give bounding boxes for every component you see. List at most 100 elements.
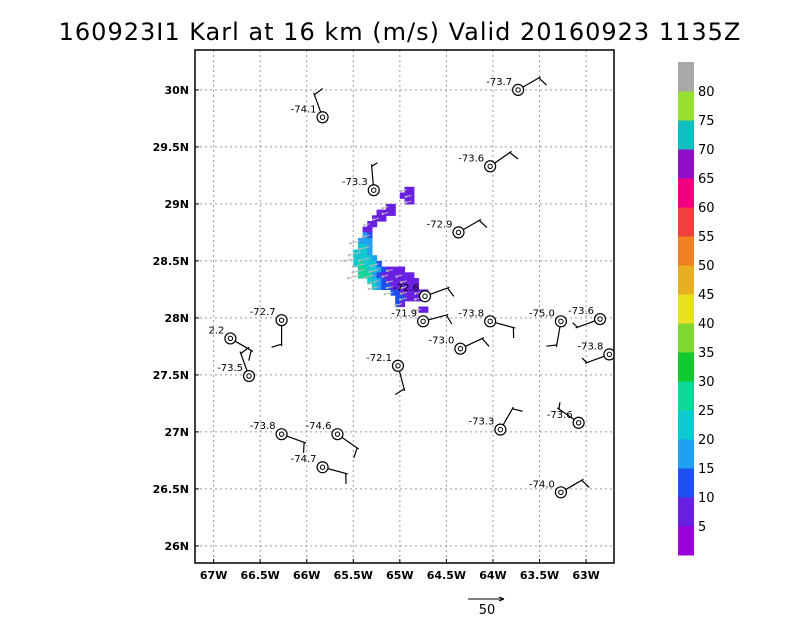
wind-vector-arrowhead [386,286,389,290]
wind-barb-flag [271,343,282,348]
colorbar-label: 25 [698,404,715,419]
wind-vector-arrowhead [362,224,366,227]
map-frame [194,49,615,564]
observation-value-label: -73.3 [342,177,368,188]
wind-barb-flag [546,344,557,347]
wind-vector-arrowhead [399,298,402,301]
wind-speed-cell [409,198,415,205]
wind-vector-arrow [362,234,370,238]
lon-tick-label: 66.5W [241,569,280,582]
wind-vector-arrow [369,280,380,284]
wind-speed-cell [371,272,378,279]
colorbar-label: 55 [698,230,715,245]
wind-barb-flag [353,447,358,459]
station-ring [454,342,467,355]
wind-speed-cell [381,215,387,222]
wind-vector-arrowhead [395,275,398,278]
wind-speed-cell [362,272,368,279]
wind-vector-arrowhead [381,206,384,210]
observation-station: -73.3 [469,406,523,436]
colorbar-swatch [678,207,694,237]
lat-tick-label: 26N [164,540,189,553]
wind-barb-flag [478,219,488,228]
observation-value-label: -73.0 [428,336,454,347]
wind-speed-cell [404,272,410,279]
colorbar-label: 10 [698,491,715,506]
station-ring [391,359,405,372]
wind-speed-cell [353,260,359,268]
station-ring [554,315,568,328]
station-center [558,318,564,325]
wind-speed-cell [376,278,382,285]
wind-vector-arrowhead [358,247,361,251]
wind-vector-arrowhead [347,254,351,257]
wind-speed-cell [404,192,410,199]
wind-speed-cell [399,289,406,296]
station-ring [484,315,497,328]
wind-speed-cell [409,283,415,290]
colorbar-label: 70 [698,143,715,158]
wind-speed-cell [385,278,392,285]
wind-speed-cell [390,266,396,273]
wind-speed-cell [357,243,364,251]
wind-speed-cell [381,278,387,285]
wind-barb-flag [558,402,561,410]
station-center [420,318,426,325]
wind-speed-cell [385,209,392,216]
wind-vector-arrowhead [413,309,416,313]
wind-speed-cell [390,278,396,285]
wind-vector-arrowhead [383,293,387,296]
observation-value-label: -71.9 [391,308,417,319]
station-ring [275,428,288,441]
lon-tick-label: 63W [572,569,599,582]
lat-tick-label: 28.5N [153,255,189,268]
wind-vector-arrowhead [349,242,352,245]
observation-value-label: -73.7 [486,77,512,88]
wind-vector-arrow [384,291,393,295]
station-ring [331,428,344,441]
wind-vector-arrow [369,268,380,273]
wind-speed-cell [413,278,420,285]
wind-speed-cell [390,283,396,290]
wind-barb-flag [509,152,519,160]
lon-tick-label: 65.5W [334,569,373,582]
wind-speed-cell [399,283,406,290]
station-center [278,317,285,323]
wind-speed-cell [371,266,378,273]
wind-barb-flag [581,357,588,364]
colorbar-label: 65 [698,172,715,187]
wind-speed-cell [413,289,420,296]
wind-speed-cell [404,289,410,296]
wind-vector-arrow [364,274,375,279]
colorbar-label: 50 [698,259,715,274]
colorbar-swatch [678,381,694,411]
wind-vector-arrowhead [346,277,350,280]
wind-speed-cell [404,186,410,194]
station-ring [494,423,507,436]
wind-barb-flag [371,162,378,167]
wind-speed-cell [367,221,373,228]
wind-vector-arrow [370,263,380,267]
colorbar-swatch [678,497,694,527]
wind-speed-cell [395,289,401,296]
colorbar-swatch [678,178,694,208]
wind-barb-flag [445,314,453,325]
wind-vector-arrow [359,246,370,250]
reference-vector: 50 [468,596,505,618]
station-center [487,163,493,169]
station-ring [316,461,329,474]
wind-barb-flag [248,350,252,361]
observation-value-label: -74.7 [291,454,317,465]
wind-speed-cell [413,283,420,290]
wind-vector-arrowhead [414,298,417,301]
observation-value-label: -72.9 [427,219,453,230]
wind-speed-cell [404,198,410,205]
observation-value-label: -72.7 [250,307,276,318]
wind-barb-flag [512,408,523,412]
wind-vector-arrowhead [404,201,408,204]
station-ring [452,226,465,239]
colorbar-swatch [678,439,694,469]
colorbar-swatch [678,468,694,498]
wind-barb-flag [302,442,305,453]
wind-speed-cell [357,249,364,256]
